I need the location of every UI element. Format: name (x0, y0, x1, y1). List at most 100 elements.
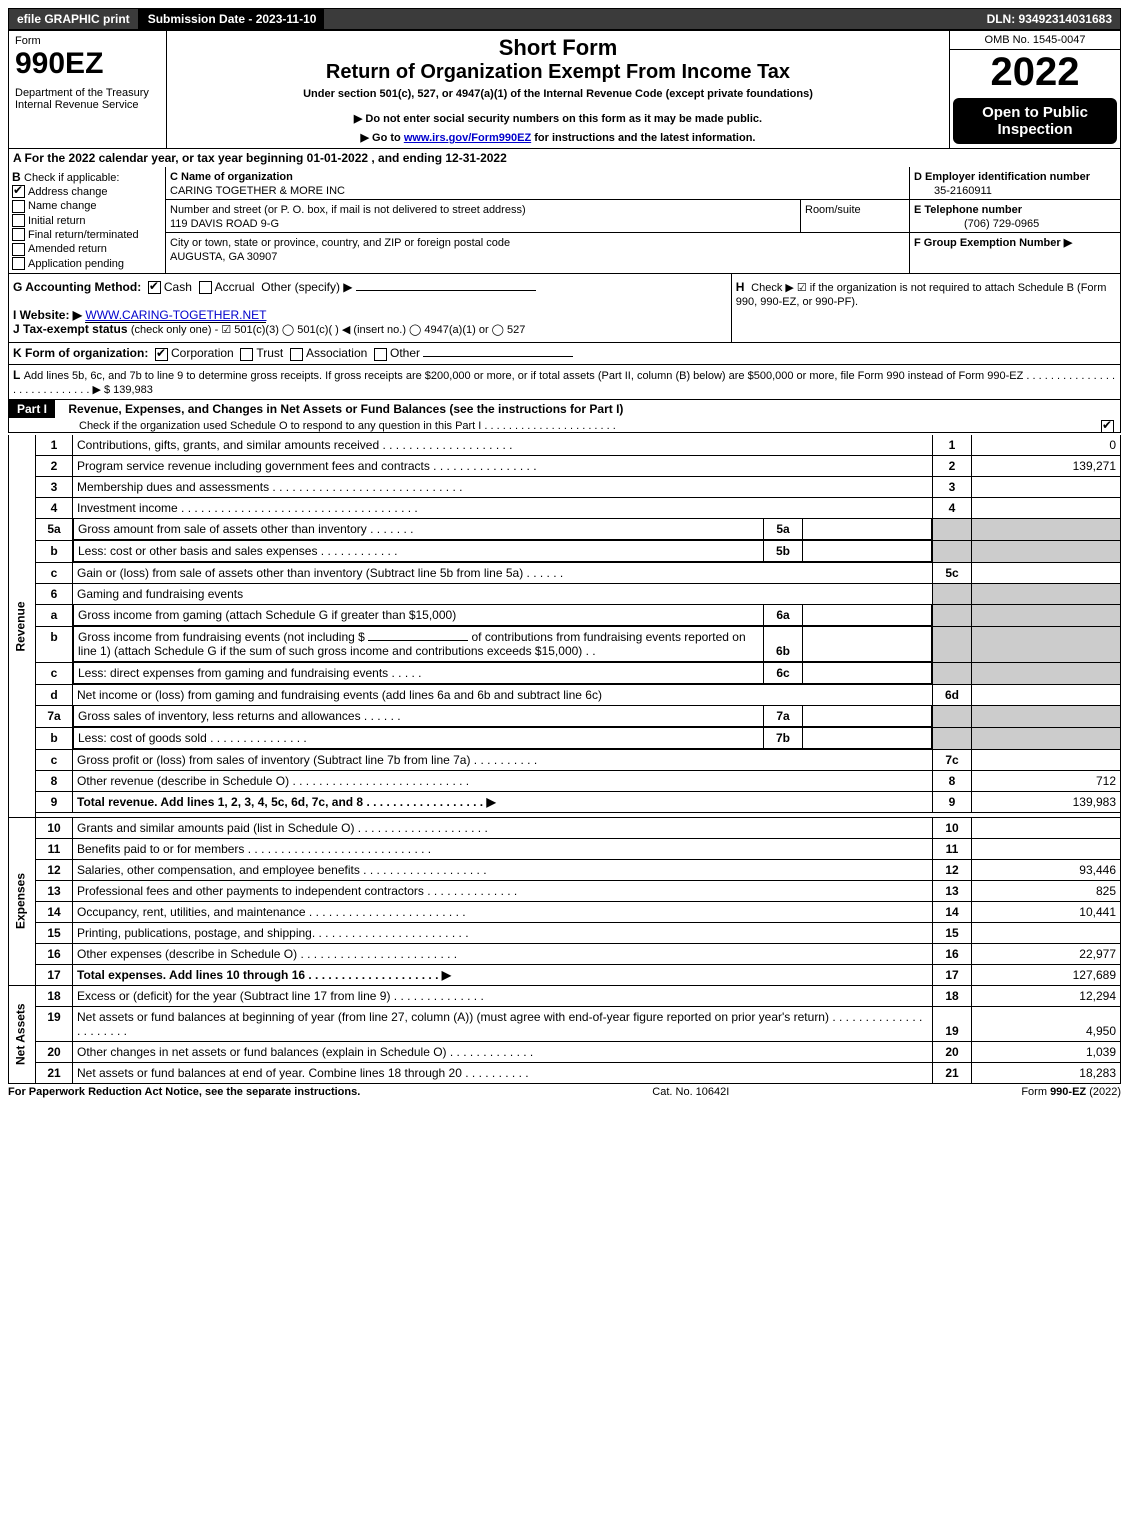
line-5a-num: 5a (36, 518, 73, 540)
initial-return-checkbox[interactable] (12, 214, 25, 227)
line-17-num: 17 (36, 964, 73, 985)
line-7a-col-grey (933, 705, 972, 727)
corp-checkbox[interactable] (155, 348, 168, 361)
line-1-num: 1 (36, 435, 73, 456)
short-form-title: Short Form (173, 35, 943, 61)
line-6-text: Gaming and fundraising events (73, 583, 933, 604)
address-change-label: Address change (28, 186, 108, 198)
line-3-num: 3 (36, 476, 73, 497)
line-6a-num: a (36, 604, 73, 626)
line-10-val (972, 817, 1121, 838)
phone-value: (706) 729-0965 (914, 218, 1039, 230)
amended-return-checkbox[interactable] (12, 243, 25, 256)
line-10-col: 10 (933, 817, 972, 838)
line-7a-val-grey (972, 705, 1121, 727)
expenses-vertical-label: Expenses (9, 817, 36, 985)
lines-table: Revenue 1 Contributions, gifts, grants, … (8, 435, 1121, 1084)
line-5b-val-grey (972, 540, 1121, 562)
line-6d-num: d (36, 684, 73, 705)
line-18-col: 18 (933, 985, 972, 1006)
other-org-label: Other (390, 346, 420, 360)
line-2-text: Program service revenue including govern… (73, 455, 933, 476)
amended-return-label: Amended return (28, 243, 107, 255)
other-org-input[interactable] (423, 356, 573, 357)
line-12-text: Salaries, other compensation, and employ… (73, 859, 933, 880)
line-3-val (972, 476, 1121, 497)
cash-checkbox[interactable] (148, 281, 161, 294)
line-14-col: 14 (933, 901, 972, 922)
address-change-checkbox[interactable] (12, 185, 25, 198)
check-if-applicable: Check if applicable: (24, 172, 119, 184)
irs-label: Internal Revenue Service (15, 99, 160, 111)
tax-year: 2022 (950, 50, 1120, 95)
other-specify-label: Other (specify) ▶ (261, 280, 352, 294)
line-6b-blank[interactable] (368, 640, 468, 641)
efile-label[interactable]: efile GRAPHIC print (9, 9, 140, 29)
line-7a-num: 7a (36, 705, 73, 727)
city-value: AUGUSTA, GA 30907 (170, 251, 277, 263)
irs-link[interactable]: www.irs.gov/Form990EZ (404, 132, 531, 144)
final-return-checkbox[interactable] (12, 228, 25, 241)
form-id-footer: Form 990-EZ (2022) (1021, 1086, 1121, 1098)
revenue-vertical-label: Revenue (9, 435, 36, 818)
line-2-col: 2 (933, 455, 972, 476)
paperwork-notice: For Paperwork Reduction Act Notice, see … (8, 1086, 360, 1098)
section-e-label: E Telephone number (914, 204, 1022, 216)
section-h-label: H (736, 280, 745, 294)
assoc-checkbox[interactable] (290, 348, 303, 361)
line-15-val (972, 922, 1121, 943)
street-label: Number and street (or P. O. box, if mail… (170, 204, 526, 216)
submission-date: Submission Date - 2023-11-10 (140, 9, 327, 29)
line-21-text: Net assets or fund balances at end of ye… (73, 1062, 933, 1083)
name-change-checkbox[interactable] (12, 200, 25, 213)
website-link[interactable]: WWW.CARING-TOGETHER.NET (85, 308, 266, 323)
line-3-text: Membership dues and assessments . . . . … (73, 476, 933, 497)
other-specify-input[interactable] (356, 290, 536, 291)
accrual-checkbox[interactable] (199, 281, 212, 294)
line-9-col: 9 (933, 791, 972, 812)
line-13-val: 825 (972, 880, 1121, 901)
part-1-label: Part I (9, 400, 55, 418)
line-21-val: 18,283 (972, 1062, 1121, 1083)
line-17-val: 127,689 (972, 964, 1121, 985)
line-6d-val (972, 684, 1121, 705)
go-to-prefix: ▶ Go to (361, 132, 404, 144)
line-10-text: Grants and similar amounts paid (list in… (73, 817, 933, 838)
line-6c-subval (803, 663, 932, 684)
line-16-col: 16 (933, 943, 972, 964)
part-1-title: Revenue, Expenses, and Changes in Net As… (58, 402, 623, 416)
line-7a-subval (803, 706, 932, 727)
trust-checkbox[interactable] (240, 348, 253, 361)
application-pending-checkbox[interactable] (12, 257, 25, 270)
line-12-num: 12 (36, 859, 73, 880)
corp-label: Corporation (171, 346, 234, 360)
line-4-val (972, 497, 1121, 518)
line-15-col: 15 (933, 922, 972, 943)
other-org-checkbox[interactable] (374, 348, 387, 361)
accrual-label: Accrual (215, 280, 255, 294)
line-9-text: Total revenue. Add lines 1, 2, 3, 4, 5c,… (77, 795, 496, 809)
part-1-check-text: Check if the organization used Schedule … (9, 420, 616, 432)
section-l-text: Add lines 5b, 6c, and 7b to line 9 to de… (13, 370, 1115, 396)
line-5b-sub: 5b (764, 541, 803, 562)
line-5a-subval (803, 519, 932, 540)
line-14-num: 14 (36, 901, 73, 922)
section-f-label: F Group Exemption Number ▶ (914, 237, 1072, 249)
section-c-name-label: C Name of organization (170, 171, 293, 183)
section-i-label: I Website: ▶ (13, 308, 82, 322)
line-6b-val-grey (972, 626, 1121, 662)
line-1-val: 0 (972, 435, 1121, 456)
cash-label: Cash (164, 280, 192, 294)
line-8-num: 8 (36, 770, 73, 791)
line-21-num: 21 (36, 1062, 73, 1083)
line-5b-subval (803, 541, 932, 562)
org-name: CARING TOGETHER & MORE INC (170, 185, 345, 197)
line-15-text: Printing, publications, postage, and shi… (73, 922, 933, 943)
schedule-o-checkbox[interactable] (1101, 420, 1114, 433)
section-l-label: L (13, 368, 20, 382)
section-g-label: G Accounting Method: (13, 280, 141, 294)
line-2-val: 139,271 (972, 455, 1121, 476)
line-11-val (972, 838, 1121, 859)
line-5a-text: Gross amount from sale of assets other t… (74, 519, 764, 540)
line-6b-num: b (36, 626, 73, 662)
